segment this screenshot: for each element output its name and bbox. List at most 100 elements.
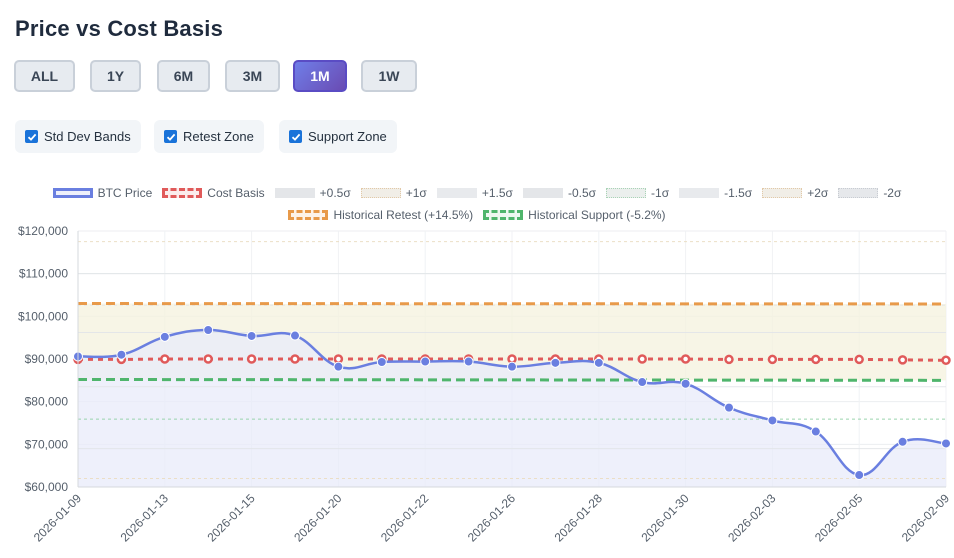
cost-basis-point <box>203 354 213 364</box>
legend-item-plus-0-5-sigma[interactable]: +0.5σ <box>274 186 351 200</box>
x-tick-label: 2026-01-13 <box>118 491 172 545</box>
x-tick-label: 2026-01-28 <box>552 491 606 545</box>
range-button-3m[interactable]: 3M <box>225 60 280 92</box>
legend-label: -0.5σ <box>567 186 597 200</box>
chart-legend-row-2: Historical Retest (+14.5%) Historical Su… <box>0 207 954 223</box>
cost-basis-point <box>811 354 821 365</box>
page-title: Price vs Cost Basis <box>15 16 224 41</box>
legend-item-historical-retest[interactable]: Historical Retest (+14.5%) <box>288 208 473 222</box>
toggle-std-dev-bands[interactable]: Std Dev Bands <box>15 120 141 153</box>
legend-label: +1σ <box>405 186 427 200</box>
legend-item-cost-basis[interactable]: Cost Basis <box>162 186 265 200</box>
range-button-all[interactable]: ALL <box>14 60 75 92</box>
btc-price-point <box>159 331 170 342</box>
y-tick-label: $120,000 <box>18 224 68 238</box>
legend-swatch <box>483 210 524 220</box>
checkbox-std-dev-bands[interactable] <box>25 130 38 143</box>
btc-price-point <box>810 426 821 437</box>
x-tick-label: 2026-01-30 <box>638 491 692 545</box>
cost-basis-point <box>941 355 951 366</box>
legend-item-plus-1-5-sigma[interactable]: +1.5σ <box>436 186 513 200</box>
btc-price-point <box>724 402 734 413</box>
x-tick-label: 2026-01-22 <box>378 491 432 545</box>
legend-label: -2σ <box>883 186 902 200</box>
legend-item-plus-2-sigma[interactable]: +2σ <box>762 186 828 200</box>
btc-price-point <box>897 436 908 447</box>
range-button-1y[interactable]: 1Y <box>90 60 141 92</box>
range-button-1w[interactable]: 1W <box>361 60 417 92</box>
x-tick-label: 2026-02-05 <box>812 491 866 545</box>
legend-swatch <box>522 188 563 198</box>
btc-price-point <box>246 330 257 341</box>
legend-label: +1.5σ <box>481 186 513 200</box>
legend-label: +0.5σ <box>319 186 351 200</box>
btc-price-point <box>637 377 648 388</box>
legend-swatch <box>360 188 401 198</box>
checkbox-retest-zone[interactable] <box>164 130 177 143</box>
legend-swatch <box>436 188 477 198</box>
btc-price-point <box>376 356 387 367</box>
legend-swatch <box>762 188 803 198</box>
toggle-label: Retest Zone <box>183 129 254 144</box>
btc-price-point <box>333 361 344 372</box>
toggle-label: Support Zone <box>308 129 387 144</box>
toggle-support-zone[interactable]: Support Zone <box>279 120 397 153</box>
cost-basis-point <box>854 354 864 365</box>
legend-item-btc-price[interactable]: BTC Price <box>52 186 153 200</box>
toggle-label: Std Dev Bands <box>44 129 131 144</box>
legend-swatch <box>838 188 879 198</box>
btc-price-point <box>767 415 778 426</box>
y-tick-label: $100,000 <box>18 309 68 323</box>
cost-basis-point <box>246 354 257 364</box>
btc-price-area-fill <box>78 329 946 487</box>
legend-item-minus-2-sigma[interactable]: -2σ <box>838 186 901 200</box>
legend-item-plus-1-sigma[interactable]: +1σ <box>360 186 427 200</box>
btc-price-point <box>550 357 561 368</box>
legend-swatch <box>606 188 647 198</box>
legend-item-historical-support[interactable]: Historical Support (-5.2%) <box>483 208 666 222</box>
cost-basis-point <box>333 354 344 364</box>
x-tick-label: 2026-02-09 <box>899 491 953 545</box>
legend-swatch <box>679 188 720 198</box>
x-tick-label: 2026-02-03 <box>725 491 779 545</box>
y-tick-label: $70,000 <box>25 437 69 451</box>
y-tick-label: $80,000 <box>25 395 69 409</box>
cost-basis-point <box>897 355 908 365</box>
legend-swatch <box>274 188 315 198</box>
btc-price-point <box>680 378 691 389</box>
historical-support-line <box>77 377 947 382</box>
range-button-6m[interactable]: 6M <box>157 60 210 92</box>
checkbox-support-zone[interactable] <box>289 130 302 143</box>
cost-basis-point <box>680 354 691 364</box>
x-tick-label: 2026-01-09 <box>31 491 85 545</box>
legend-item-minus-1-5-sigma[interactable]: -1.5σ <box>679 186 752 200</box>
legend-item-minus-0-5-sigma[interactable]: -0.5σ <box>522 186 597 200</box>
legend-label: Historical Retest (+14.5%) <box>333 208 474 222</box>
cost-basis-point <box>160 354 170 364</box>
cost-basis-point <box>767 354 778 365</box>
cost-basis-point <box>507 354 517 364</box>
y-tick-label: $110,000 <box>19 267 68 281</box>
legend-label: BTC Price <box>97 186 153 200</box>
legend-swatch <box>52 188 93 198</box>
btc-price-point <box>941 438 951 449</box>
btc-price-point <box>593 357 604 368</box>
cost-basis-point <box>637 354 647 364</box>
legend-label: -1σ <box>651 186 670 200</box>
btc-price-point <box>203 324 214 335</box>
btc-price-point <box>854 470 865 481</box>
btc-price-point <box>463 356 474 367</box>
chart-legend-row-1: BTC Price Cost Basis +0.5σ +1σ +1.5σ -0.… <box>0 185 954 201</box>
legend-item-minus-1-sigma[interactable]: -1σ <box>606 186 669 200</box>
btc-price-point <box>507 361 517 372</box>
range-button-1m[interactable]: 1M <box>293 60 347 92</box>
cost-basis-point <box>724 354 734 365</box>
legend-label: -1.5σ <box>724 186 753 200</box>
x-tick-label: 2026-01-26 <box>465 491 519 545</box>
btc-price-point <box>116 349 127 360</box>
x-tick-label: 2026-01-15 <box>204 491 258 545</box>
toggle-retest-zone[interactable]: Retest Zone <box>154 120 264 153</box>
legend-label: Cost Basis <box>207 186 265 200</box>
legend-swatch <box>162 188 203 198</box>
